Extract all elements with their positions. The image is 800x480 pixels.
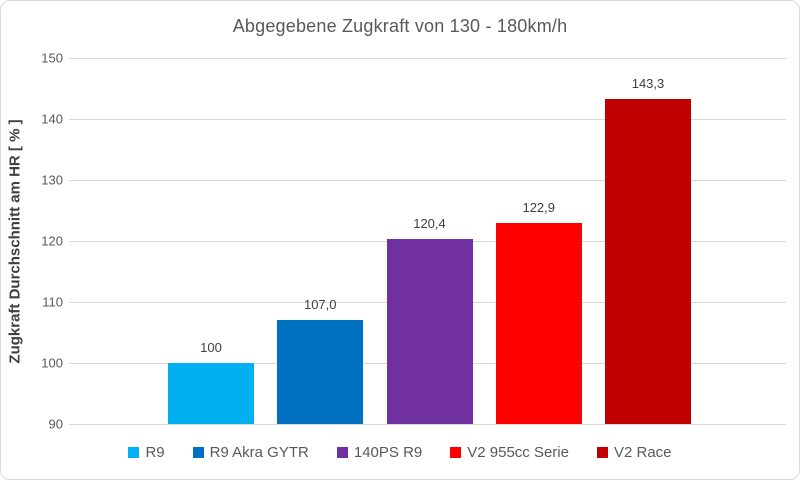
bar-r9-akra-gytr — [277, 320, 364, 424]
bar-value-label: 122,9 — [522, 200, 556, 216]
legend-item-140ps-r9: 140PS R9 — [336, 444, 423, 461]
bar-value-label: 143,3 — [631, 75, 665, 91]
y-tick-label-140: 140 — [41, 111, 63, 127]
gridline-y-130 — [69, 180, 786, 181]
legend-swatch-icon — [450, 447, 462, 458]
chart-title: Abgegebene Zugkraft von 130 - 180km/h — [232, 16, 568, 36]
legend-item-v2-race: V2 Race — [596, 444, 672, 461]
bar-r9 — [168, 363, 254, 424]
y-tick-label-130: 130 — [41, 172, 63, 188]
legend-swatch-icon — [128, 447, 140, 458]
y-tick-label-120: 120 — [41, 233, 63, 249]
gridline-y-90 — [69, 424, 786, 425]
y-tick-label-150: 150 — [41, 50, 63, 66]
legend-label: V2 955cc Serie — [467, 444, 569, 461]
plot-area: 100 107,0 120,4 122,9 143,3 — [69, 58, 786, 425]
legend-label: 140PS R9 — [353, 444, 423, 461]
bar-value-label: 107,0 — [303, 297, 337, 313]
bar-v2-955cc-serie — [495, 223, 582, 424]
bar-v2-race — [605, 98, 691, 424]
legend-item-r9: R9 — [128, 444, 165, 461]
legend-swatch-icon — [192, 447, 204, 458]
legend-item-v2-955cc-serie: V2 955cc Serie — [450, 444, 569, 461]
y-tick-label-100: 100 — [41, 355, 63, 371]
y-tick-label-90: 90 — [48, 416, 63, 432]
legend-label: R9 Akra GYTR — [209, 444, 309, 461]
legend-swatch-icon — [336, 447, 348, 458]
legend-label: V2 Race — [613, 444, 672, 461]
legend-item-r9-akra-gytr: R9 Akra GYTR — [192, 444, 309, 461]
y-tick-label-110: 110 — [42, 294, 63, 310]
legend-label: R9 — [145, 444, 165, 461]
gridline-y-140 — [69, 119, 786, 120]
legend: R9 R9 Akra GYTR 140PS R9 V2 955cc Serie V2 R… — [1, 444, 799, 461]
bar-140ps-r9 — [386, 238, 473, 424]
y-axis-title: Zugkraft Durchschnitt am HR [ % ] — [6, 119, 24, 364]
bar-value-label: 120,4 — [413, 215, 446, 231]
legend-swatch-icon — [596, 447, 608, 458]
gridline-y-150 — [69, 58, 786, 59]
bar-value-label: 100 — [200, 340, 222, 355]
